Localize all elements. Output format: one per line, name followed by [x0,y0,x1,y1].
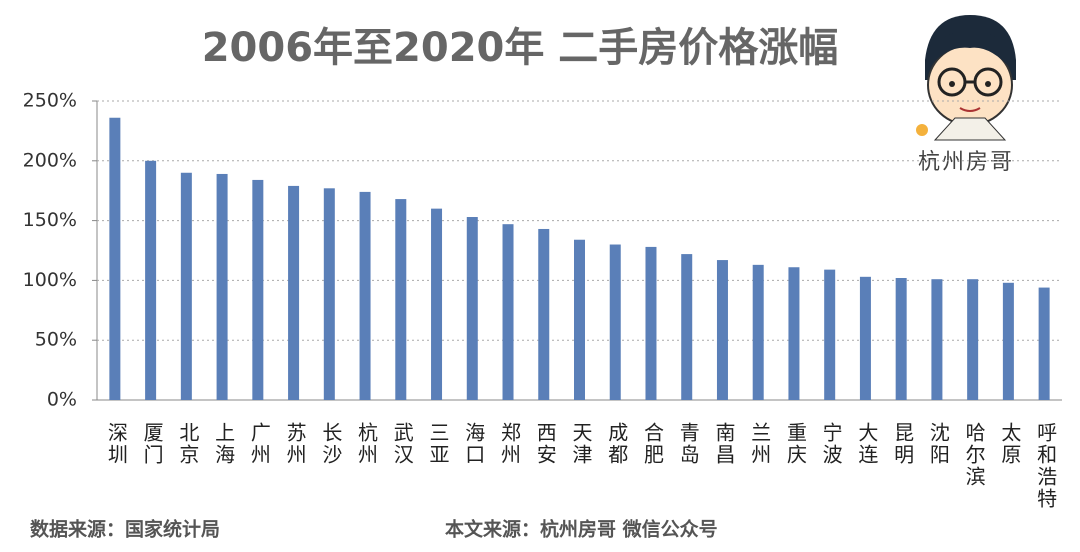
x-tick-label: 郑州 [498,422,522,466]
bar [538,228,550,400]
bar [681,254,693,400]
bar [288,185,300,400]
bar [252,179,264,400]
x-tick-label: 重庆 [783,422,807,466]
footer-source: 数据来源：国家统计局 [30,518,220,541]
bar [574,239,585,400]
chart-title: 2006年至2020年 二手房价格涨幅 [202,25,839,71]
bar [431,208,443,400]
x-tick-label: 广州 [247,422,271,466]
bar [323,188,335,400]
x-tick-label: 深圳 [104,422,128,466]
x-tick-label: 成都 [605,422,629,466]
bar [109,117,121,400]
x-tick-label: 武汉 [390,422,414,466]
x-tick-label: 沈阳 [926,422,950,466]
bar [395,199,407,400]
bar [145,160,157,400]
x-tick-label: 兰州 [748,422,772,466]
x-tick-label: 长沙 [319,422,343,466]
bar [1038,287,1050,400]
bar [967,279,979,400]
bar [466,217,478,400]
bar [859,276,871,400]
x-tick-label: 太原 [998,422,1022,466]
bar [824,269,836,400]
x-tick-label: 昆明 [891,422,915,466]
x-tick-label: 海口 [462,422,486,466]
bar [931,279,943,400]
bar [180,172,192,400]
y-tick-label: 150% [23,209,77,231]
x-tick-label: 上海 [212,422,236,466]
x-tick-label: 厦门 [140,422,164,466]
bar [609,244,621,400]
bar [502,224,514,400]
x-tick-label: 合肥 [640,422,664,466]
x-tick-label: 大连 [855,422,879,466]
bar [359,191,371,400]
y-tick-label: 100% [23,269,77,291]
x-tick-label: 宁波 [819,422,843,466]
x-tick-label: 青岛 [676,422,700,466]
bar [788,267,800,400]
bar [752,264,764,400]
x-tick-label: 呼和浩特 [1034,422,1058,510]
footer-credit: 本文来源：杭州房哥 微信公众号 [445,518,718,541]
bar [895,278,907,400]
x-tick-label: 苏州 [283,422,307,466]
avatar-label: 杭州房哥 [918,150,1014,175]
avatar [916,15,1016,141]
bar [1002,282,1014,400]
x-tick-label: 北京 [176,422,200,466]
x-tick-label: 杭州 [355,422,379,466]
x-tick-label: 哈尔滨 [962,422,986,488]
x-tick-label: 天津 [569,422,593,466]
bar [645,246,657,400]
x-tick-label: 三亚 [426,422,450,466]
bar [216,173,228,400]
bar [716,260,728,400]
x-tick-label: 南昌 [712,422,736,466]
y-tick-label: 200% [23,149,77,171]
y-tick-label: 0% [47,389,77,411]
y-tick-label: 50% [35,329,77,351]
y-tick-label: 250% [23,90,77,112]
x-tick-label: 西安 [533,422,557,466]
